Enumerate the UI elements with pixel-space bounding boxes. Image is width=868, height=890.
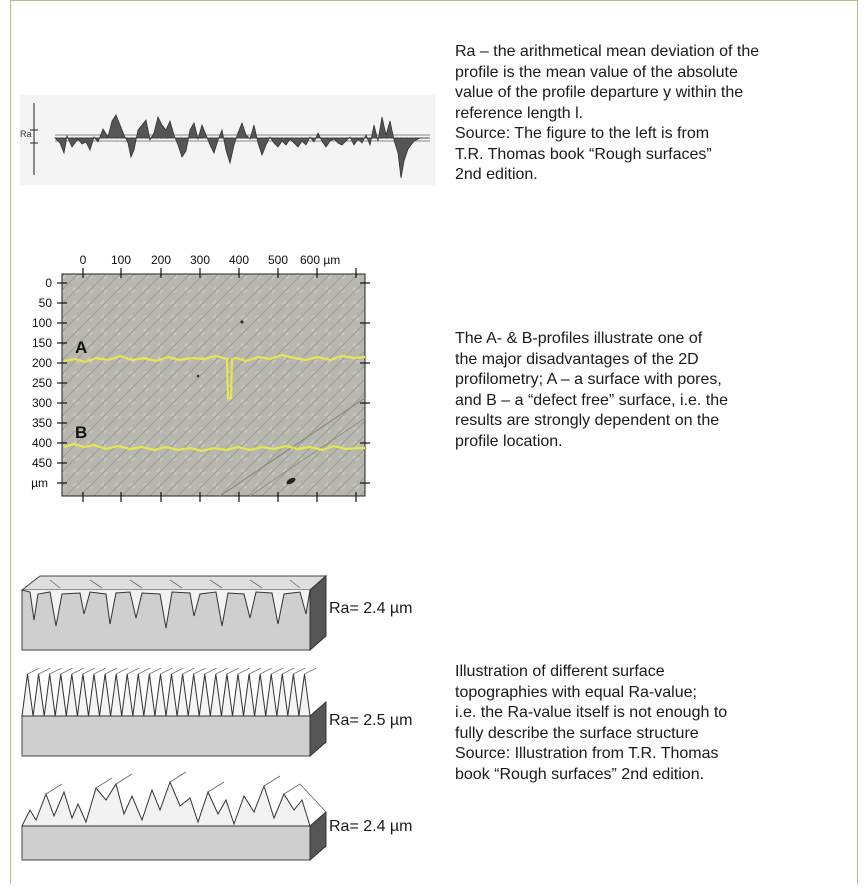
text-line: profile location. [455,432,563,450]
x-tick-label: 200 [151,253,171,267]
page-frame [10,0,858,884]
text-line: 2nd edition. [455,166,538,183]
text-line: The A- & B-profiles illustrate one of [455,330,703,347]
ra-value-label-1: Ra= 2.4 µm [329,600,413,617]
y-unit-label: µm [31,476,48,490]
topography-block-1 [20,574,328,652]
topography-explanation-text: Illustration of different surface topogr… [455,662,727,785]
x-tick-label: 400 [229,253,249,267]
text-line: Illustration of different surface [455,663,665,680]
text-line: profile is the mean value of the absolut… [455,63,738,81]
y-tick-label: 200 [32,356,52,370]
text-line: results are strongly dependent on the [455,412,720,429]
text-line: i.e. the Ra-value itself is not enough t… [455,704,728,721]
y-tick-label: 450 [32,456,52,470]
profile-label-b: B [75,423,87,442]
text-line: Source: The figure to the left is from [455,125,710,142]
profile-line-b [63,442,365,453]
text-line: fully describe the surface structure [455,724,699,742]
micrograph-image [61,273,366,497]
text-line: reference length l. [455,104,584,122]
text-line: Ra – the arithmetical mean deviation of … [455,43,760,60]
text-line: T.R. Thomas book “Rough surfaces” [455,145,712,163]
text-line: Source: Illustration from T.R. Thomas [455,745,719,762]
roughness-profile [54,114,430,179]
text-line: profilometry; A – a surface with pores, [455,371,722,388]
spike-profile [21,673,311,717]
topography-block-2 [21,668,327,758]
x-tick-label: 300 [190,253,210,267]
x-tick-label: 100 [111,253,131,267]
y-tick-label: 350 [32,416,52,430]
y-tick-label: 400 [32,436,52,450]
x-tick-label: 0 [80,253,87,267]
y-tick-label: 300 [32,396,52,410]
text-line: book “Rough surfaces” 2nd edition. [455,765,705,783]
profile-explanation-text: The A- & B-profiles illustrate one of th… [455,329,728,452]
ra-profile-figure: Ra [20,95,435,185]
ra-value-label-3: Ra= 2.4 µm [329,818,413,835]
text-line: topographies with equal Ra-value; [455,683,697,701]
x-tick-label: 600 µm [300,253,340,267]
spike-profile-back [27,668,317,675]
y-tick-label: 100 [32,316,52,330]
topography-block-3 [21,771,327,862]
y-tick-label: 50 [39,296,53,310]
ra-value-label-2: Ra= 2.5 µm [329,712,413,729]
ra-definition-text: Ra – the arithmetical mean deviation of … [455,42,759,186]
text-line: and B – a “defect free” surface, i.e. th… [455,391,729,409]
irregular-peak-profile [21,780,311,827]
profile-line-a [63,353,366,400]
surface-micrograph-figure: 0 100 200 300 400 500 600 µm 0 50 100 15… [31,253,370,502]
text-line: value of the profile departure y within … [455,84,744,101]
y-tick-label: 150 [32,336,52,350]
y-tick-label: 0 [45,276,52,290]
y-tick-label: 250 [32,376,52,390]
x-tick-label: 500 [268,253,288,267]
ra-figure-label: Ra [20,129,32,139]
text-line: the major disadvantages of the 2D [455,350,699,368]
profile-label-a: A [75,338,87,357]
